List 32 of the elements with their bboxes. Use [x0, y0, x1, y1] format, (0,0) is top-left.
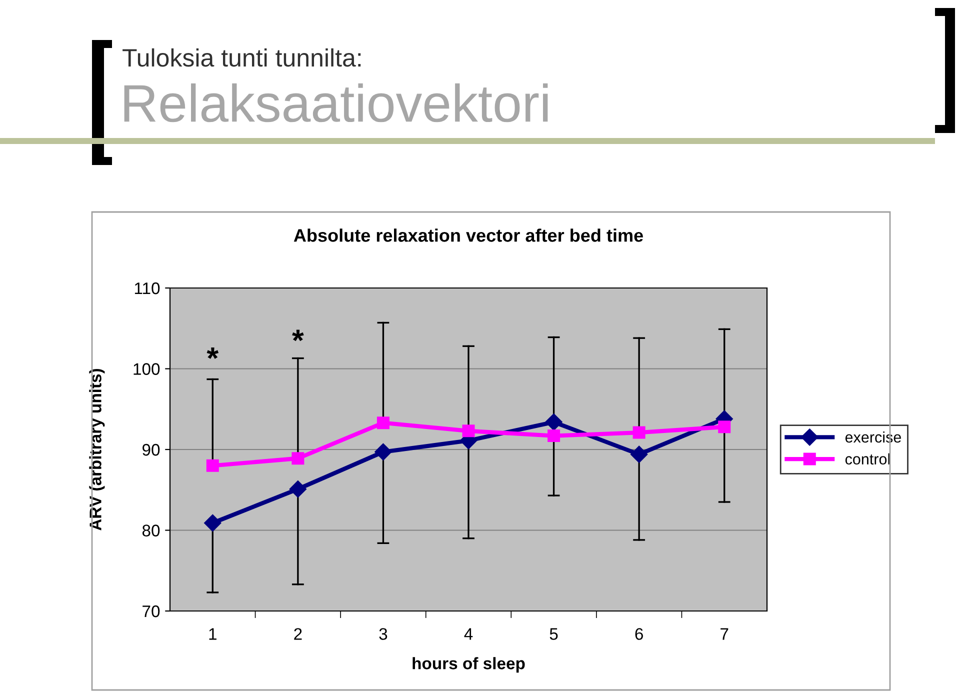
point	[548, 430, 560, 442]
annotation: *	[292, 330, 304, 342]
text: Relaksaatiovektori	[124, 83, 548, 122]
x-tick-label: 5	[550, 628, 558, 640]
x-tick-label: 2	[294, 628, 302, 640]
point	[204, 514, 222, 532]
point	[374, 443, 392, 460]
x-tick-label: 3	[379, 628, 388, 640]
point	[462, 424, 475, 438]
point	[292, 452, 304, 465]
x-tick-label: 6	[635, 628, 643, 640]
point	[718, 420, 731, 434]
point	[206, 459, 219, 472]
y-tick-label: 100	[134, 363, 160, 375]
chart-title: Absolute relaxation vector after bed time	[294, 228, 643, 242]
point	[630, 446, 648, 463]
point	[632, 426, 646, 439]
x-axis-title: hours of sleep	[412, 657, 525, 673]
x-tick-label: 7	[720, 628, 728, 640]
point	[376, 416, 390, 430]
annotation: *	[206, 348, 219, 359]
legend-label: exercise	[845, 431, 901, 443]
x-tick-label: 1	[209, 628, 216, 640]
point	[289, 480, 306, 498]
legend-label: control	[845, 453, 890, 465]
y-tick-label: 70	[142, 605, 160, 618]
point	[545, 413, 562, 431]
text: Tuloksia tunti tunnilta:	[122, 48, 361, 67]
y-tick-label: 90	[142, 444, 160, 456]
x-tick-label: 4	[464, 628, 473, 640]
y-tick-label: 110	[134, 282, 160, 294]
y-tick-label: 80	[142, 524, 160, 536]
